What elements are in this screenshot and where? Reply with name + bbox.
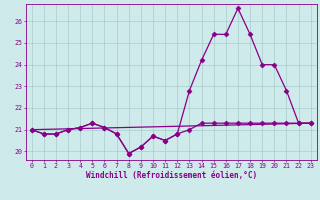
X-axis label: Windchill (Refroidissement éolien,°C): Windchill (Refroidissement éolien,°C)	[86, 171, 257, 180]
